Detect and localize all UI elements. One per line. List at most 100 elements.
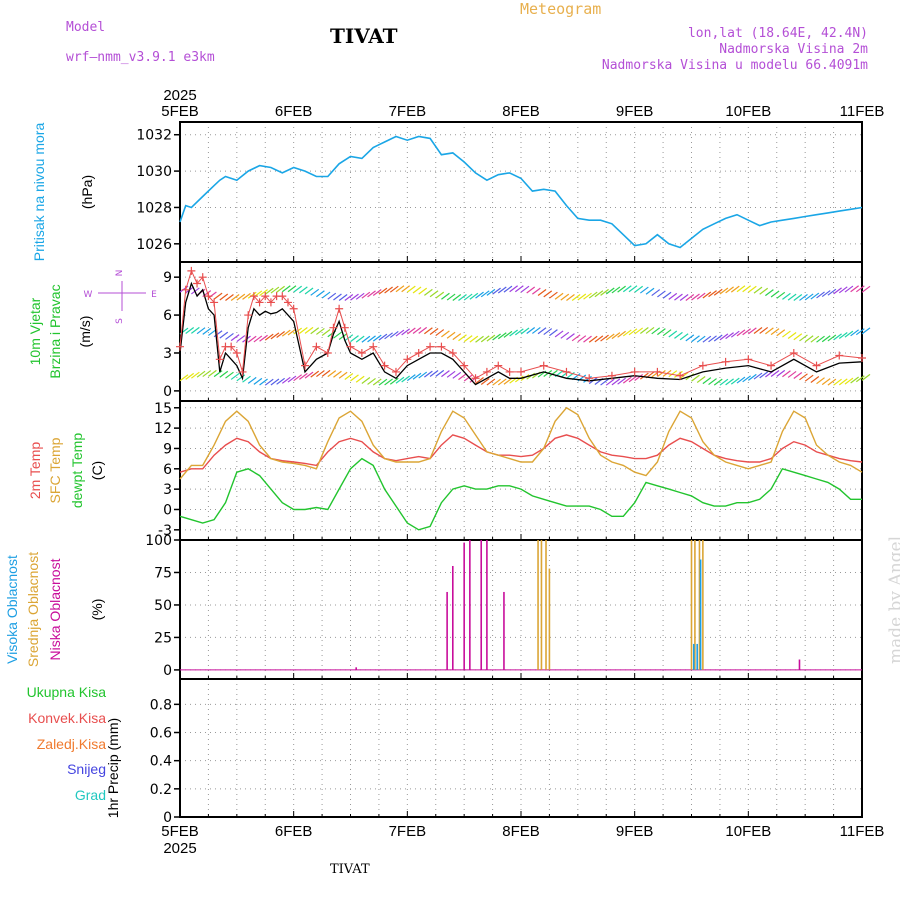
precip-legend-item: Zaledj.Kisa	[37, 736, 106, 752]
x-tick-label-top: 10FEB	[725, 103, 771, 120]
wind-barb	[463, 374, 473, 382]
wind-barb	[225, 332, 234, 340]
gust-marker	[437, 342, 446, 351]
wind-barb	[202, 370, 212, 378]
wind-barb	[674, 370, 683, 378]
wind-barb	[406, 327, 416, 335]
wind-barb	[281, 376, 291, 384]
wind-barb	[463, 335, 473, 343]
y-tick-label: 6	[163, 462, 172, 478]
wind-barb	[458, 334, 467, 342]
wind-barb	[742, 285, 752, 293]
gust-marker	[539, 361, 548, 370]
x-tick-label-bottom: 6FEB	[275, 823, 313, 840]
y-tick-label: 9	[163, 441, 172, 457]
x-tick-label-bottom: 10FEB	[725, 823, 771, 840]
gust-marker	[301, 361, 310, 370]
wind-barb	[816, 291, 825, 299]
gust-marker	[312, 342, 321, 351]
wind-barb	[855, 375, 865, 383]
wind-barb	[418, 371, 428, 379]
wind-barb	[367, 335, 376, 343]
wind-barb	[514, 285, 524, 293]
wind-barb	[560, 331, 570, 339]
gust-marker	[232, 348, 241, 357]
gust-marker	[698, 361, 707, 370]
gust-marker	[266, 298, 275, 307]
wind-barb	[310, 288, 320, 296]
panel-cloud: 0 25 50 75 100 Visoka Oblacnost Srednja Oblacn…	[4, 533, 863, 680]
wind-barb	[634, 285, 644, 293]
wind-barb	[833, 333, 842, 341]
gust-marker	[448, 348, 457, 357]
gust-marker	[187, 266, 196, 275]
wind-barb	[287, 328, 297, 336]
gust-marker	[283, 298, 292, 307]
wind-barb	[725, 332, 734, 340]
wind-barb	[429, 370, 439, 378]
wind-barb	[583, 375, 592, 383]
wind-barb	[304, 326, 314, 334]
wind-barb	[497, 378, 507, 386]
gust-marker	[562, 367, 571, 376]
gust-marker	[329, 323, 338, 332]
temp-line	[179, 406, 863, 480]
credit-label: made by Angel	[886, 535, 900, 665]
wind-barb	[645, 287, 655, 295]
wind-barb	[657, 328, 666, 336]
wind-barb	[259, 334, 268, 342]
wind-barb	[424, 370, 433, 378]
pressure-line	[179, 135, 863, 249]
wind-barb	[588, 291, 598, 299]
wind-barb	[816, 335, 825, 343]
wind-barb	[617, 285, 626, 293]
wind-barb	[719, 378, 729, 386]
y-tick-label: 0.4	[150, 754, 172, 770]
wind-barb	[384, 286, 393, 294]
wind-barb	[526, 286, 536, 294]
wind-barb	[838, 286, 848, 294]
wind-barb	[821, 378, 831, 386]
wind-barb	[361, 335, 371, 343]
wind-barb	[628, 285, 638, 293]
wind-barb	[759, 371, 769, 379]
wind-barb	[674, 293, 683, 301]
y-axis-label: Brzina i Pravac	[47, 284, 63, 378]
gust-marker	[335, 304, 344, 313]
wind-barb	[577, 293, 587, 301]
wind-barb	[281, 329, 291, 337]
y-axis-label: 2m Temp	[27, 442, 43, 500]
wind-barb	[708, 378, 717, 386]
wind-barb	[378, 333, 388, 341]
gust-marker	[505, 367, 514, 376]
gust-marker	[289, 304, 298, 313]
y-axis-label: (hPa)	[79, 175, 95, 209]
wind-barb	[747, 285, 757, 293]
wind-barb	[304, 371, 314, 379]
wind-barb	[679, 294, 689, 301]
wind-barb	[549, 329, 558, 337]
wind-barb	[378, 378, 388, 386]
y-tick-label: 0	[163, 663, 172, 679]
wind-barb	[270, 332, 280, 340]
wind-barb	[566, 294, 575, 301]
y-axis-label: 10m Vjetar	[27, 297, 43, 365]
gust-marker	[607, 371, 616, 380]
wind-barb	[662, 329, 672, 337]
gust-marker	[261, 292, 270, 301]
wind-barb	[480, 335, 490, 343]
y-tick-label: 50	[154, 598, 172, 614]
wind-barb	[503, 330, 513, 338]
wind-barb	[372, 334, 382, 342]
wind-barb	[406, 374, 416, 382]
wind-barb	[810, 335, 820, 343]
wind-barb	[804, 293, 814, 301]
wind-barb	[316, 290, 325, 298]
wind-barb	[185, 372, 195, 380]
model-elevation-label: Nadmorska Visina u modelu 66.4091m	[601, 58, 868, 73]
x-tick-label-bottom: 11FEB	[840, 823, 885, 840]
y-tick-label: 3	[163, 346, 172, 362]
wind-barb	[503, 377, 513, 385]
wind-barb	[514, 328, 524, 336]
wind-barb	[702, 335, 712, 343]
